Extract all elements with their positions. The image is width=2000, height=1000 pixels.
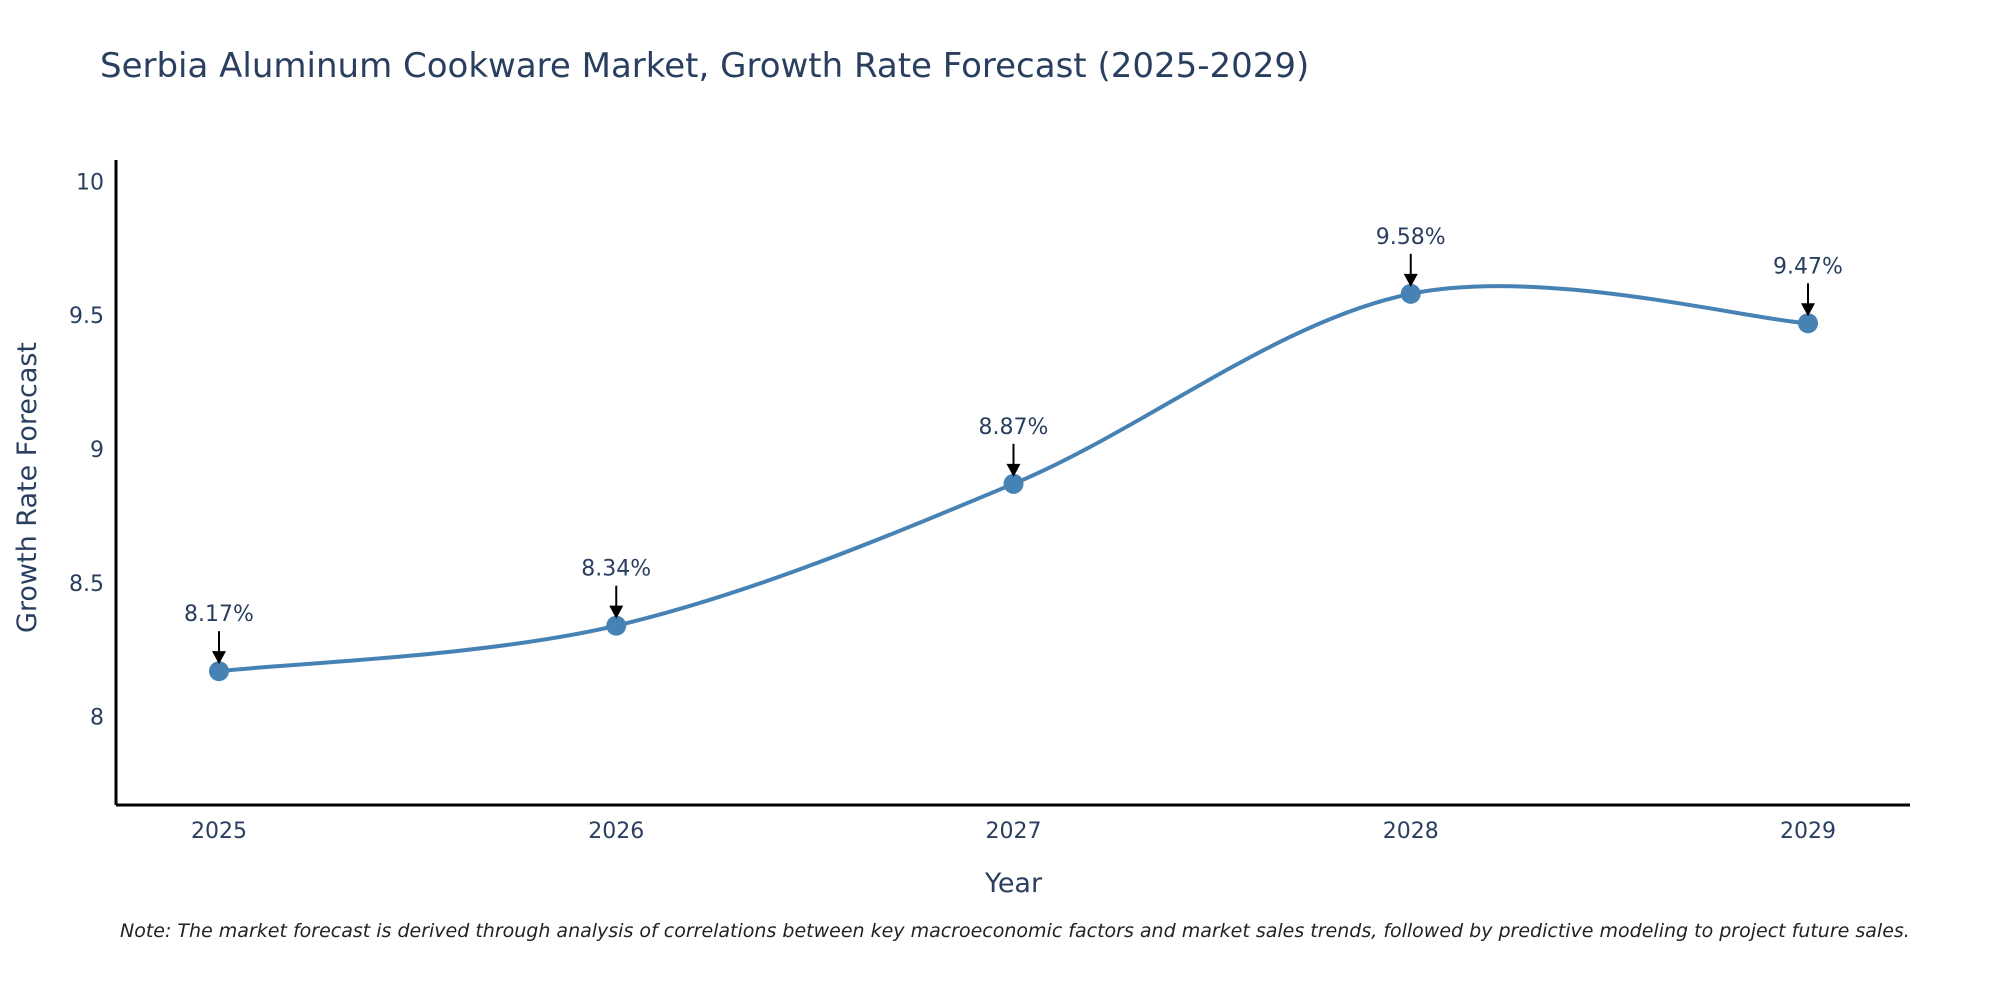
data-label: 8.17% [184,602,254,627]
annotation-arrowhead [1006,463,1021,477]
x-tick-label: 2028 [1383,819,1439,844]
y-tick-label: 9 [90,438,104,463]
data-point [1400,283,1421,304]
x-tick-label: 2027 [986,819,1042,844]
y-tick-label: 8.5 [69,572,104,597]
x-tick-label: 2025 [191,819,247,844]
annotation-arrowhead [212,651,226,665]
data-label: 9.47% [1773,254,1843,279]
x-tick-label: 2029 [1780,819,1836,844]
data-label: 8.34% [581,557,651,582]
data-labels-layer: 8.17% 8.34% 8.87% 9.58% 9.47% [184,225,1843,665]
x-tick-label: 2026 [588,819,644,844]
data-point [1003,473,1024,494]
annotation-arrowhead [1403,273,1418,287]
chart-title: Serbia Aluminum Cookware Market, Growth … [100,46,1310,86]
annotation-arrowhead [1801,303,1815,317]
data-label: 8.87% [979,415,1049,440]
y-tick-label: 9.5 [69,304,104,329]
y-tick-label: 8 [90,706,104,731]
series-layer [209,283,1818,682]
y-axis-title: Growth Rate Forecast [12,342,43,633]
data-point [209,661,229,682]
chart-note: Note: The market forecast is derived thr… [120,920,1910,942]
data-point [1798,313,1818,334]
y-tick-label: 10 [76,170,104,195]
x-axis-title: Year [984,868,1043,899]
annotation-arrowhead [609,605,624,619]
axes: 8 8.5 9 9.5 10 2025 2026 2027 2028 2029 Year Growth… [12,160,1910,899]
data-point [606,615,627,636]
data-label: 9.58% [1376,225,1446,250]
